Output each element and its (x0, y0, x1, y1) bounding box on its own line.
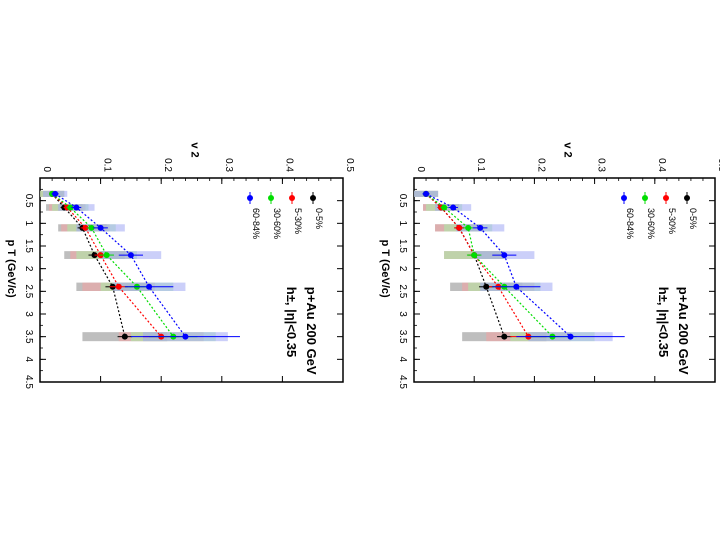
v2-tick-label: 0.4 (283, 158, 294, 172)
pt-tick-label: 4 (23, 357, 34, 363)
pt-tick-label: 3 (397, 311, 408, 317)
data-point (67, 204, 74, 211)
v2-tick-label: 0 (415, 166, 426, 172)
pt-tick-label: 4 (397, 357, 408, 363)
data-point (456, 224, 463, 231)
pt-tick-label: 1.5 (23, 239, 34, 253)
pt-axis-title: p T (GeV/c) (379, 240, 391, 298)
chart-subtitle: h±, |η|<0.35 (284, 287, 299, 357)
chart-panel-right: 0 0.1 0.2 0.3 0.4 0.5 0.5 1 1.5 2 2.5 3 3.5 4 4.5 v 2 p … (379, 142, 720, 389)
data-point (73, 204, 80, 211)
v2-tick-label: 0.1 (102, 158, 113, 172)
v2-axis-title: v 2 (189, 142, 201, 157)
data-point (423, 190, 430, 197)
chart-title: p+Au 200 GeV (676, 287, 691, 375)
data-point (146, 283, 153, 290)
pt-tick-label: 4.5 (23, 375, 34, 389)
data-point (82, 224, 89, 231)
legend-label: 5-30% (293, 208, 303, 234)
v2-tick-label: 0.2 (162, 158, 173, 172)
pt-tick-label: 3 (23, 311, 34, 317)
legend-label: 5-30% (667, 208, 677, 234)
chart-title: p+Au 200 GeV (304, 287, 319, 375)
series-line (425, 193, 505, 337)
data-point (127, 252, 134, 259)
pt-axis-title: p T (GeV/c) (5, 240, 17, 298)
data-point (513, 283, 520, 290)
data-point (115, 283, 122, 290)
legend-label: 60-84% (251, 208, 261, 239)
pt-tick-label: 2.5 (23, 284, 34, 298)
pt-tick-label: 1.5 (397, 239, 408, 253)
v2-tick-label: 0.4 (656, 158, 667, 172)
series-line (425, 193, 571, 338)
legend-label: 0-5% (688, 208, 698, 229)
legend-label: 30-60% (646, 208, 656, 239)
pt-tick-label: 0.5 (397, 194, 408, 208)
series-line (51, 193, 126, 337)
data-point (441, 204, 448, 211)
data-point (103, 252, 110, 259)
series-line (425, 193, 529, 337)
data-point (182, 333, 189, 340)
series-line (54, 193, 186, 338)
v2-tick-label: 0.1 (475, 158, 486, 172)
v2-tick-label: 0 (41, 166, 52, 172)
data-point (483, 283, 490, 290)
data-point (501, 252, 508, 259)
series-line (51, 193, 162, 338)
pt-tick-label: 0.5 (23, 194, 34, 208)
chart-panel-left: 0 0.1 0.2 0.3 0.4 0.5 0.5 1 1.5 2 2.5 3 3.5 4 4.5 v 2 p … (5, 142, 355, 389)
data-point (567, 333, 574, 340)
series-line (51, 193, 174, 338)
pt-tick-label: 2.5 (397, 284, 408, 298)
pt-tick-label: 1 (397, 221, 408, 227)
data-point (501, 333, 508, 340)
v2-tick-label: 0.3 (596, 158, 607, 172)
legend-label: 60-84% (625, 208, 635, 239)
pt-tick-label: 3.5 (23, 330, 34, 344)
pt-tick-label: 4.5 (397, 375, 408, 389)
data-point (450, 204, 457, 211)
v2-axis-title: v 2 (562, 142, 574, 157)
data-point (465, 224, 472, 231)
legend-label: 30-60% (272, 208, 282, 239)
series-line (425, 193, 553, 338)
v2-tick-label: 0.2 (535, 158, 546, 172)
data-point (97, 224, 104, 231)
data-point (121, 333, 128, 340)
v2-tick-label: 0.5 (716, 158, 720, 172)
pt-tick-label: 2 (23, 266, 34, 272)
data-point (477, 224, 484, 231)
pt-tick-label: 3.5 (397, 330, 408, 344)
legend-label: 0-5% (314, 208, 324, 229)
data-point (88, 224, 95, 231)
chart-subtitle: h±, |η|<0.35 (656, 287, 671, 357)
v2-tick-label: 0.5 (344, 158, 355, 172)
pt-tick-label: 1 (23, 221, 34, 227)
pt-tick-label: 2 (397, 266, 408, 272)
data-point (471, 252, 478, 259)
v2-tick-label: 0.3 (223, 158, 234, 172)
data-point (52, 190, 59, 197)
